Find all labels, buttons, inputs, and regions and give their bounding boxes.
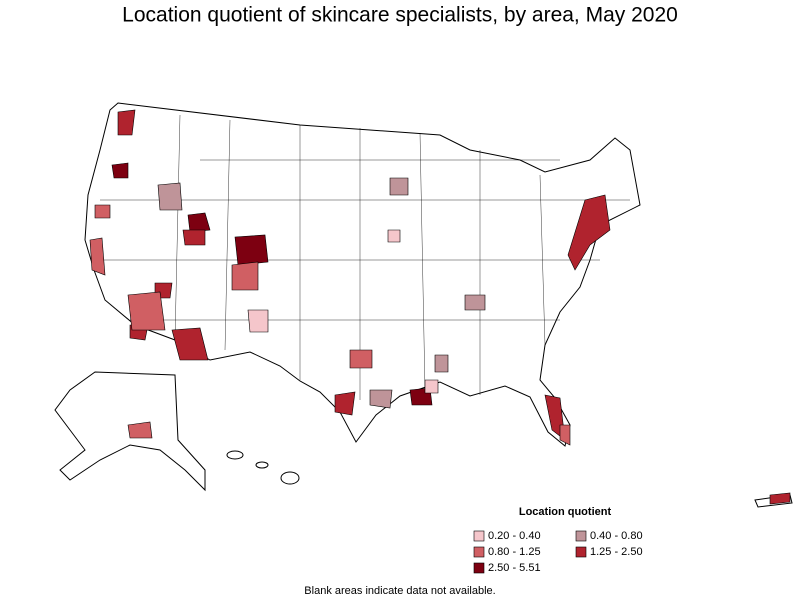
region: [559, 424, 571, 446]
region: [769, 492, 791, 505]
hawaii: [226, 450, 244, 460]
region: [334, 391, 356, 416]
legend-label: 2.50 - 5.51: [488, 562, 541, 574]
region: [424, 379, 439, 394]
region: [389, 177, 409, 196]
region: [187, 212, 211, 233]
legend-label: 0.80 - 1.25: [488, 546, 541, 558]
map-title: Location quotient of skincare specialist…: [122, 4, 678, 27]
legend-swatch: [575, 530, 587, 542]
region: [157, 182, 183, 211]
region: [567, 194, 611, 271]
region: [127, 291, 166, 331]
county-lines: [95, 114, 630, 400]
legend-swatch: [473, 530, 485, 542]
legend-swatch: [473, 546, 485, 558]
legend: Location quotient 0.20 - 0.40 0.40 - 0.80…: [473, 506, 643, 574]
region: [464, 294, 486, 311]
legend-label: 0.20 - 0.40: [488, 530, 541, 542]
region: [369, 389, 393, 409]
legend-swatch: [473, 562, 485, 574]
region: [89, 237, 106, 276]
contiguous-us: [84, 102, 641, 447]
hawaii: [255, 461, 269, 469]
legend-label: 0.40 - 0.80: [590, 530, 643, 542]
region: [247, 309, 269, 333]
region: [94, 204, 111, 219]
footnote: Blank areas indicate data not available.: [304, 585, 495, 597]
region: [234, 234, 269, 266]
legend-label: 1.25 - 2.50: [590, 546, 643, 558]
hawaii: [280, 471, 300, 485]
region: [182, 229, 206, 246]
region: [111, 162, 129, 179]
region: [434, 354, 449, 373]
region: [127, 421, 153, 439]
region: [349, 349, 373, 369]
legend-swatch: [575, 546, 587, 558]
region: [117, 109, 136, 136]
map: [54, 102, 793, 508]
region: [171, 327, 209, 361]
legend-title: Location quotient: [519, 506, 612, 518]
region: [231, 261, 259, 291]
region: [387, 229, 401, 243]
